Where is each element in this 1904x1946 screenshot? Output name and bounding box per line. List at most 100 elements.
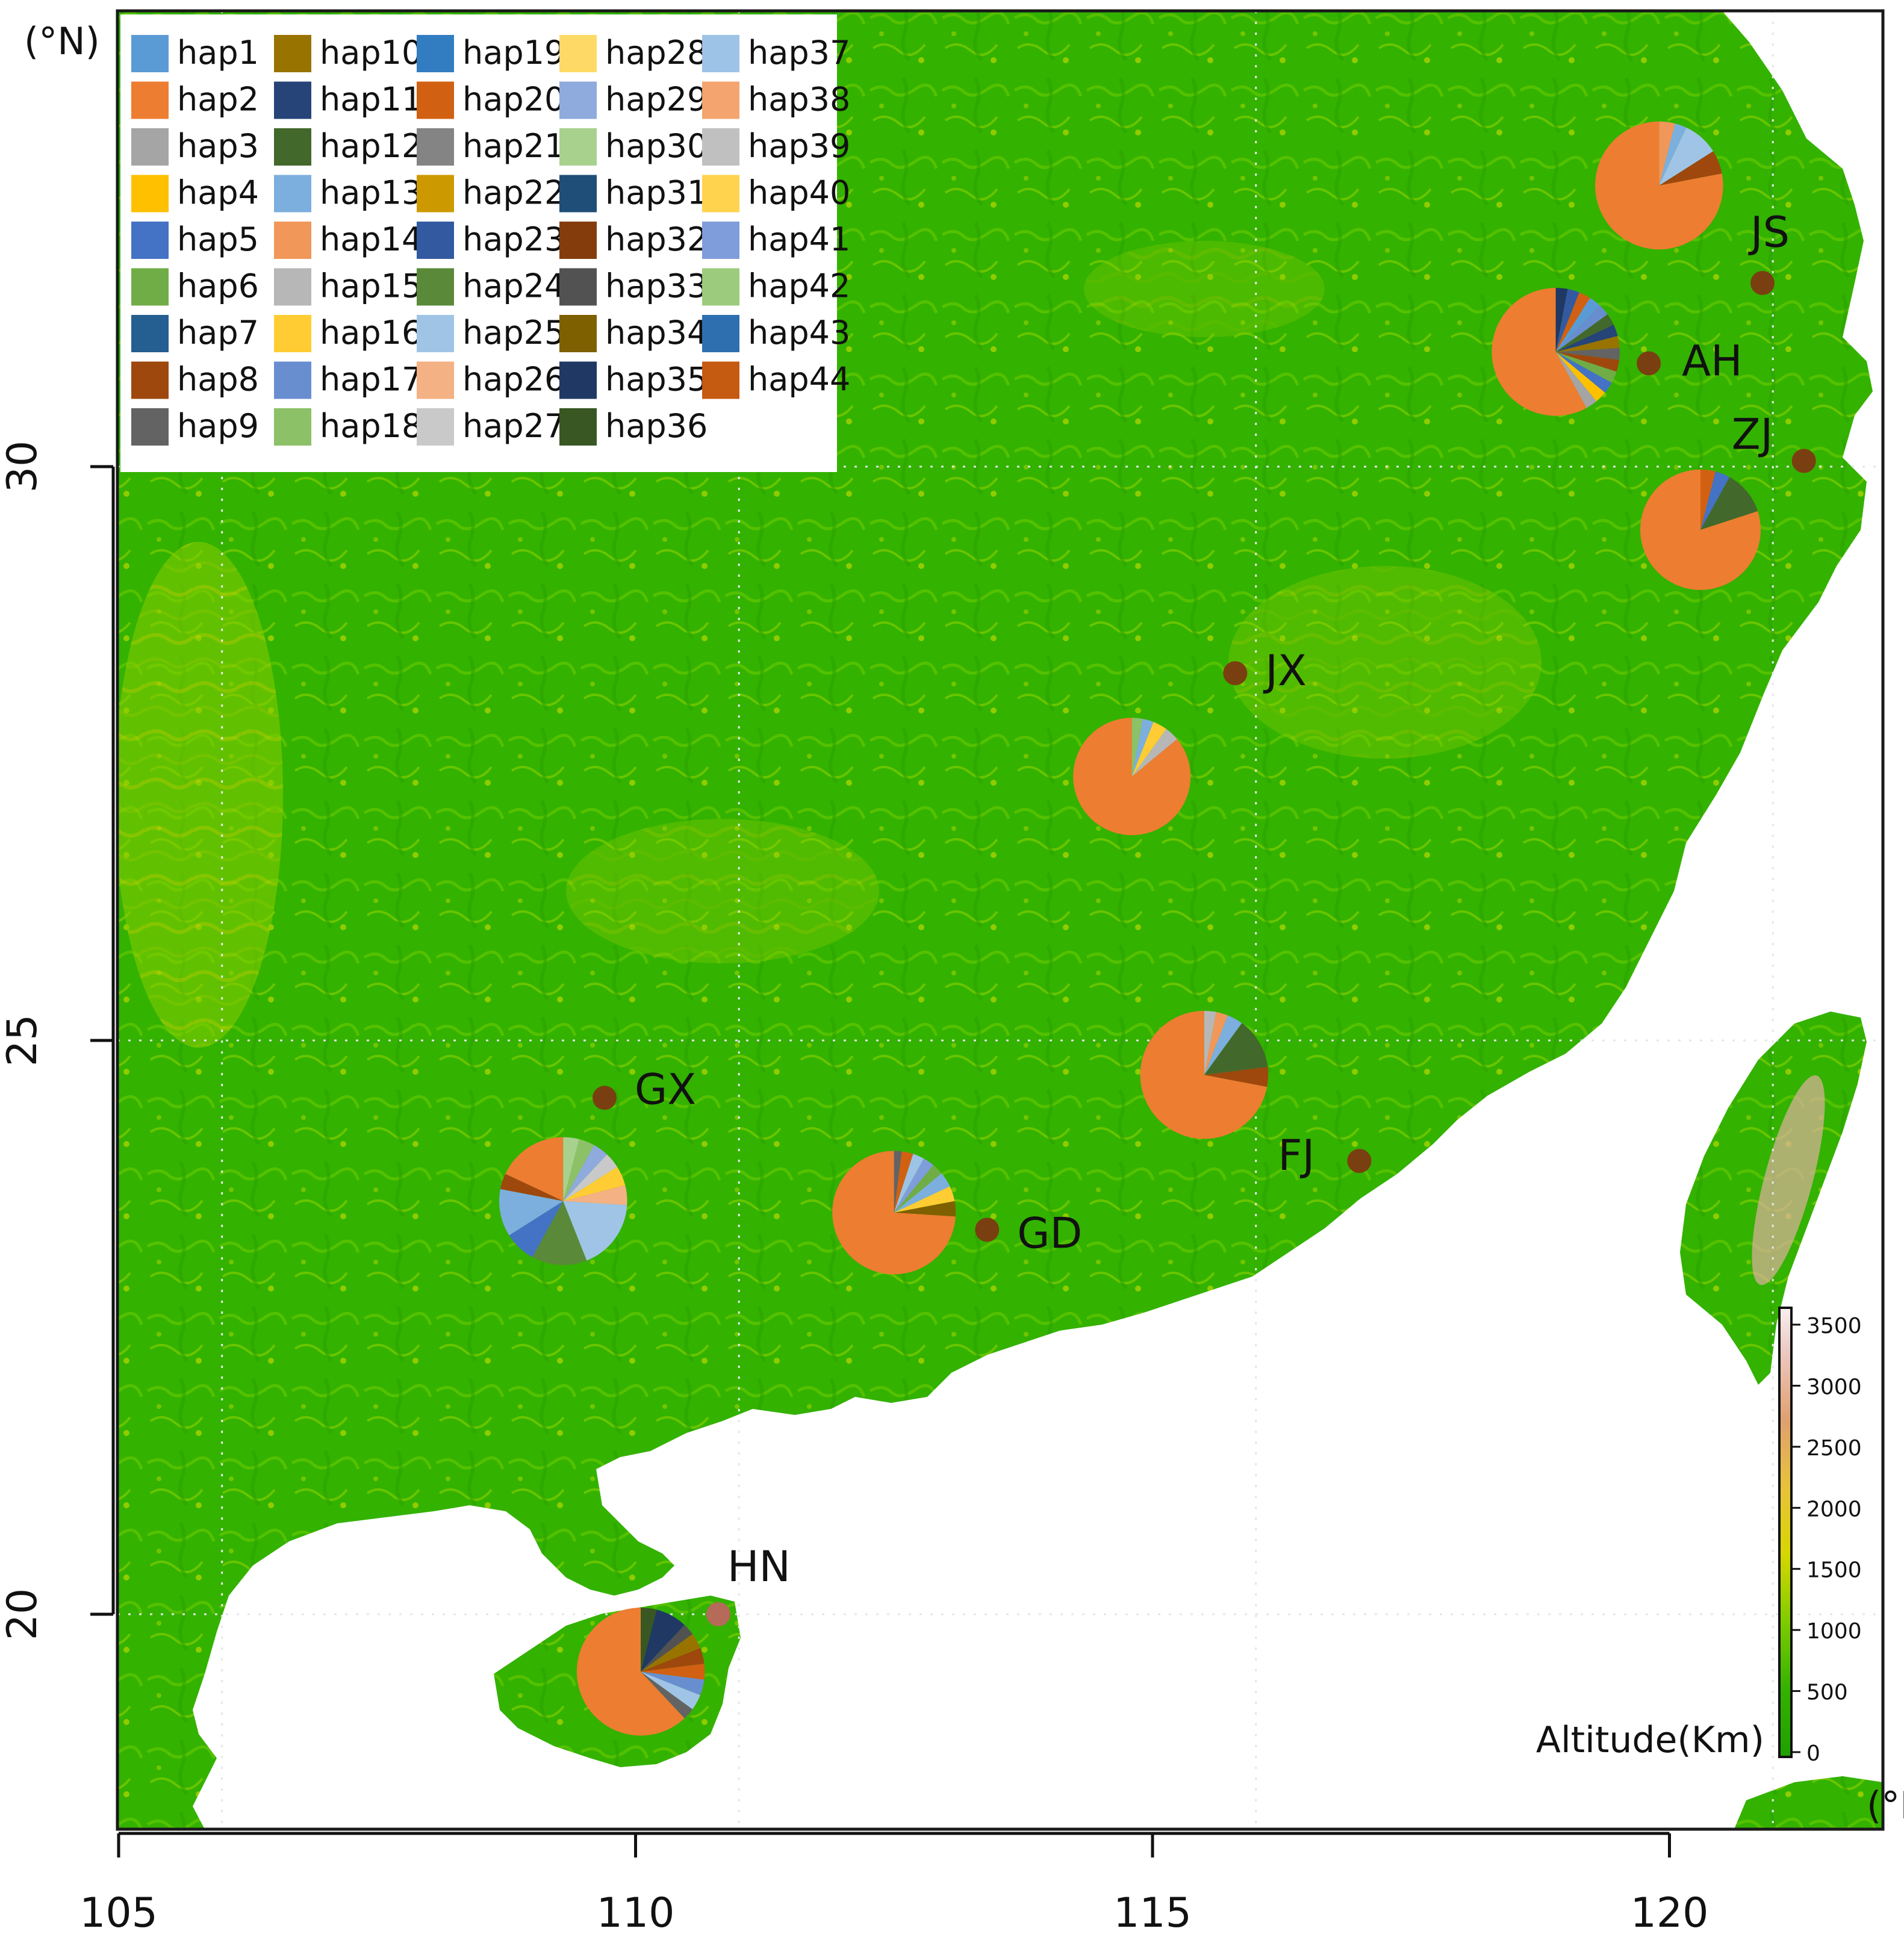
legend-swatch-hap40	[702, 175, 739, 213]
legend-swatch-hap13	[274, 175, 311, 213]
plot-frame	[116, 9, 1885, 1831]
y-tick-label: 20	[0, 1588, 46, 1641]
legend-label-hap34: hap34	[605, 314, 708, 352]
y-tick-label: 25	[0, 1015, 46, 1067]
pie-slice-hap13	[1204, 1015, 1242, 1075]
site-dot-gx	[592, 1086, 617, 1110]
site-dot-jx	[1223, 661, 1248, 686]
pie-slice-hap26	[563, 1185, 627, 1205]
legend-label-hap16: hap16	[320, 314, 422, 352]
legend-label-hap8: hap8	[177, 361, 259, 399]
dabie-highland	[1084, 241, 1325, 337]
luzon-fragment	[1734, 1776, 1883, 1829]
pie-slice-hap5	[1700, 471, 1730, 530]
legend-swatch-hap10	[274, 35, 311, 72]
pie-slice-hap10	[641, 1634, 700, 1672]
pie-gx	[499, 1137, 627, 1266]
pie-slice-hap14	[1659, 121, 1675, 186]
x-tick-label: 105	[79, 1889, 158, 1937]
legend-label-hap44: hap44	[748, 361, 850, 399]
legend-label-hap27: hap27	[462, 407, 565, 445]
pie-slice-hap2	[1640, 469, 1761, 590]
legend-swatch-hap23	[417, 222, 454, 259]
pie-slice-hap23	[1555, 289, 1579, 352]
pie-slice-hap17	[641, 1671, 705, 1696]
pie-slice-hap16	[1131, 721, 1166, 777]
pie-slice-hap6	[894, 1164, 942, 1213]
legend-label-hap40: hap40	[748, 174, 850, 212]
legend-label-hap11: hap11	[320, 81, 422, 119]
legend-label-hap38: hap38	[748, 81, 850, 119]
legend-swatch-hap44	[702, 361, 739, 399]
sampling-sites: JS AH ZJ JX GX FJ GD HN	[592, 208, 1816, 1626]
colorbar-ramp	[1778, 1307, 1793, 1758]
pie-ah	[1492, 288, 1620, 416]
pie-slice-hap6	[1555, 352, 1617, 383]
pie-slice-hap14	[1204, 1012, 1228, 1075]
legend-label-hap32: hap32	[605, 220, 708, 258]
pie-slice-hap25	[641, 1671, 700, 1709]
legend-label-hap41: hap41	[748, 220, 850, 258]
pie-slice-hap12	[1204, 1023, 1268, 1075]
x-tick-label: 115	[1113, 1889, 1192, 1937]
pie-slice-hap16	[563, 1166, 626, 1201]
legend-swatch-hap9	[131, 408, 169, 446]
legend-label-hap24: hap24	[462, 267, 565, 305]
legend-label-hap5: hap5	[177, 220, 259, 258]
x-tick-label: 110	[597, 1889, 675, 1937]
pie-slice-hap25	[563, 1201, 627, 1261]
pie-zj	[1640, 469, 1761, 590]
pie-slice-hap17	[1555, 305, 1608, 352]
legend-label-hap15: hap15	[320, 267, 422, 305]
pie-fj	[1140, 1010, 1269, 1139]
legend-label-hap10: hap10	[320, 34, 422, 72]
site-label-js: JS	[1748, 208, 1790, 257]
legend-label-hap22: hap22	[462, 174, 565, 212]
pie-slice-hap37	[894, 1154, 924, 1213]
yunnan-guizhou-highland	[117, 542, 283, 1048]
legend-label-hap4: hap4	[177, 174, 259, 212]
legend-swatch-hap25	[417, 315, 454, 352]
pie-slice-hap16	[894, 1186, 955, 1213]
pie-slice-hap9	[1555, 347, 1620, 360]
pie-slice-hap8	[1555, 352, 1620, 372]
pie-slice-hap15	[1204, 1010, 1216, 1075]
pie-slice-hap18	[1131, 718, 1143, 777]
pie-slice-hap9	[641, 1671, 693, 1718]
pie-slice-hap11	[1555, 325, 1618, 352]
taiwan-central-range	[1752, 1075, 1825, 1285]
colorbar-tick-label: 0	[1806, 1741, 1820, 1766]
legend-swatch-hap22	[417, 175, 454, 213]
legend-swatch-hap18	[274, 408, 311, 446]
pie-jx	[1073, 718, 1191, 836]
legend-label-hap26: hap26	[462, 361, 565, 399]
pie-slice-hap3	[1555, 352, 1597, 408]
nanling-highland	[566, 819, 879, 963]
pie-slice-hap1	[1555, 297, 1600, 352]
legend-swatch-hap33	[559, 268, 597, 306]
x-axis: 105 110 115 120	[79, 1832, 1708, 1937]
pie-slice-hap20	[1555, 292, 1590, 352]
y-axis-unit: (°N)	[24, 19, 100, 63]
pie-slice-hap34	[894, 1201, 956, 1217]
legend-label-hap36: hap36	[605, 407, 708, 445]
legend-swatch-hap24	[417, 268, 454, 306]
pie-slice-hap5	[509, 1201, 564, 1257]
colorbar-title: Altitude(Km)	[1536, 1719, 1764, 1761]
pie-slice-hap36	[641, 1608, 657, 1672]
colorbar-tick-label: 3500	[1806, 1314, 1862, 1338]
pie-slice-hap2	[1073, 718, 1191, 836]
pie-slice-hap20	[641, 1663, 705, 1680]
pie-slice-hap12	[1555, 314, 1614, 352]
legend-swatch-hap30	[559, 128, 597, 166]
wuyi-highland	[1228, 566, 1542, 759]
pie-slice-hap8	[641, 1648, 705, 1672]
legend-swatch-hap6	[131, 268, 169, 306]
legend-swatch-hap15	[274, 268, 311, 306]
y-tick-label: 30	[0, 441, 46, 493]
legend-swatch-hap16	[274, 315, 311, 352]
legend-label-hap1: hap1	[177, 34, 259, 72]
site-dot-js	[1750, 271, 1775, 296]
site-dot-gd	[975, 1217, 1000, 1242]
